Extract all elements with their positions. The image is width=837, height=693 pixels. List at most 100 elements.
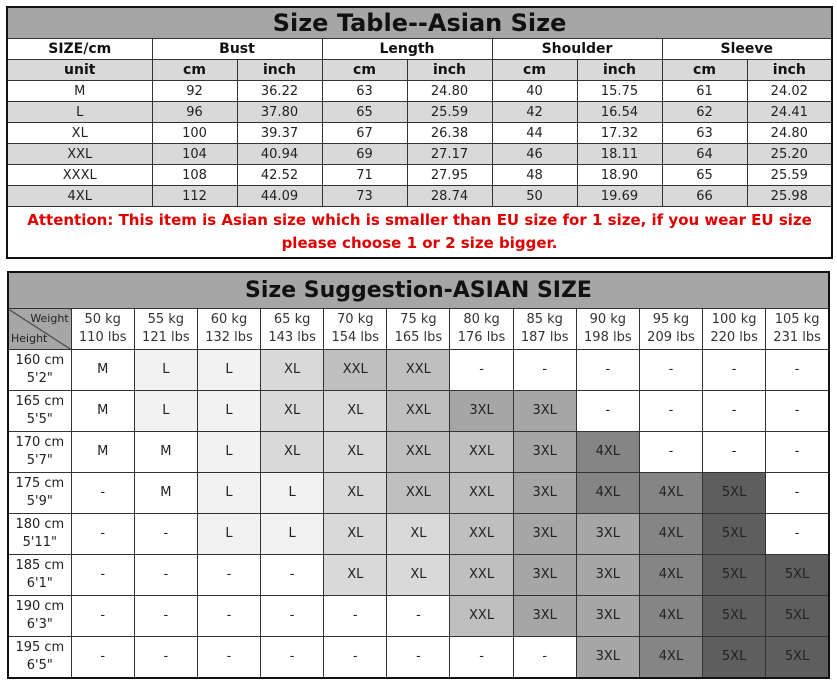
measurement-cell: 26.38 [406, 122, 493, 144]
table-row: XXL 104 40.94 69 27.17 46 18.11 64 25.20 [6, 143, 833, 165]
header-size: SIZE/cm [6, 38, 153, 60]
attention-note: Attention: This item is Asian size which… [6, 206, 833, 259]
weight-header: 105 kg 231 lbs [765, 308, 830, 350]
suggested-size-cell: - [70, 595, 135, 637]
suggested-size-cell: 3XL [512, 595, 577, 637]
measurement-cell: 63 [321, 80, 408, 102]
suggested-size-cell: 5XL [765, 595, 830, 637]
height-row: 190 cm 6'3" - - - - - - XXL 3XL 3XL 4XL 5XL 5XL [7, 595, 830, 637]
measurement-cell: 25.98 [746, 185, 833, 207]
weight-lbs: 187 lbs [520, 330, 569, 345]
size-label: M [6, 80, 153, 102]
measurement-cell: 108 [151, 164, 238, 186]
height-header: 190 cm 6'3" [7, 595, 72, 637]
measurement-cell: 73 [321, 185, 408, 207]
weight-header: 65 kg 143 lbs [260, 308, 325, 350]
weight-kg: 100 kg [711, 312, 757, 327]
weight-lbs: 110 lbs [78, 330, 127, 345]
height-cm: 165 cm [15, 394, 65, 409]
header-shoulder: Shoulder [491, 38, 663, 60]
height-cm: 160 cm [15, 353, 65, 368]
suggested-size-cell: XL [323, 390, 388, 432]
weight-lbs: 132 lbs [205, 330, 253, 345]
measurement-cell: 37.80 [236, 101, 323, 123]
weight-header: 95 kg 209 lbs [638, 308, 704, 350]
measurement-cell: 64 [661, 143, 748, 165]
suggested-size-cell: - [260, 554, 325, 596]
suggested-size-cell: M [70, 349, 135, 391]
header-bust: Bust [151, 38, 323, 60]
height-row: 180 cm 5'11" - - L L XL XL XXL 3XL 3XL 4XL 5XL - [7, 513, 830, 555]
height-header: 160 cm 5'2" [7, 349, 72, 391]
height-cm: 190 cm [15, 599, 65, 614]
size-label: 4XL [6, 185, 153, 207]
suggested-size-cell: 5XL [765, 554, 830, 596]
height-header: 170 cm 5'7" [7, 431, 72, 473]
unit-cell: inch [406, 59, 493, 81]
measurement-cell: 61 [661, 80, 748, 102]
suggested-size-cell: M [133, 431, 198, 473]
measurement-cell: 66 [661, 185, 748, 207]
suggested-size-cell: - [196, 636, 262, 679]
suggested-size-cell: XXL [449, 431, 514, 473]
measurement-cell: 36.22 [236, 80, 323, 102]
suggested-size-cell: - [133, 595, 198, 637]
measurement-cell: 39.37 [236, 122, 323, 144]
measurement-cell: 18.90 [576, 164, 663, 186]
suggested-size-cell: - [512, 349, 577, 391]
suggested-size-cell: XL [323, 431, 388, 473]
suggested-size-cell: - [702, 349, 767, 391]
height-ft: 5'9" [26, 494, 53, 509]
measurement-cell: 65 [661, 164, 748, 186]
suggested-size-cell: - [133, 636, 198, 679]
suggested-size-cell: 5XL [702, 595, 767, 637]
height-row: 165 cm 5'5" M L L XL XL XXL 3XL 3XL - - - - [7, 390, 830, 432]
suggested-size-cell: L [260, 472, 325, 514]
suggested-size-cell: 3XL [512, 513, 577, 555]
height-header: 175 cm 5'9" [7, 472, 72, 514]
suggested-size-cell: - [575, 390, 640, 432]
weight-header: 80 kg 176 lbs [449, 308, 514, 350]
height-ft: 6'1" [26, 576, 53, 591]
suggested-size-cell: L [196, 349, 262, 391]
suggested-size-cell: 3XL [575, 595, 640, 637]
suggested-size-cell: - [765, 431, 830, 473]
unit-cell: inch [746, 59, 833, 81]
suggested-size-cell: XL [323, 472, 388, 514]
height-header: 185 cm 6'1" [7, 554, 72, 596]
weight-kg: 90 kg [589, 312, 627, 327]
header-length: Length [321, 38, 493, 60]
suggested-size-cell: - [512, 636, 577, 679]
suggested-size-cell: - [70, 636, 135, 679]
suggested-size-cell: L [196, 513, 262, 555]
weight-header: 60 kg 132 lbs [196, 308, 262, 350]
height-ft: 6'3" [26, 617, 53, 632]
suggested-size-cell: - [765, 472, 830, 514]
suggested-size-cell: XL [260, 431, 325, 473]
suggested-size-cell: XXL [449, 554, 514, 596]
measurement-cell: 92 [151, 80, 238, 102]
weight-kg: 70 kg [337, 312, 374, 327]
measurement-cell: 17.32 [576, 122, 663, 144]
measurement-cell: 62 [661, 101, 748, 123]
unit-cell: cm [661, 59, 748, 81]
table-row: 4XL 112 44.09 73 28.74 50 19.69 66 25.98 [6, 185, 833, 207]
suggested-size-cell: XXL [449, 595, 514, 637]
weight-kg: 85 kg [526, 312, 563, 327]
measurement-cell: 71 [321, 164, 408, 186]
suggested-size-cell: - [70, 554, 135, 596]
suggested-size-cell: XL [260, 349, 325, 391]
weight-kg: 95 kg [652, 312, 690, 327]
weight-lbs: 220 lbs [710, 330, 758, 345]
suggested-size-cell: XXL [449, 513, 514, 555]
weight-lbs: 165 lbs [394, 330, 443, 345]
size-label: XL [6, 122, 153, 144]
measurement-cell: 67 [321, 122, 408, 144]
table-row: XXXL 108 42.52 71 27.95 48 18.90 65 25.59 [6, 164, 833, 186]
suggested-size-cell: 3XL [449, 390, 514, 432]
suggested-size-cell: - [638, 431, 704, 473]
suggested-size-cell: 4XL [638, 636, 704, 679]
suggested-size-cell: XL [386, 554, 451, 596]
suggested-size-cell: M [133, 472, 198, 514]
measurement-cell: 42.52 [236, 164, 323, 186]
